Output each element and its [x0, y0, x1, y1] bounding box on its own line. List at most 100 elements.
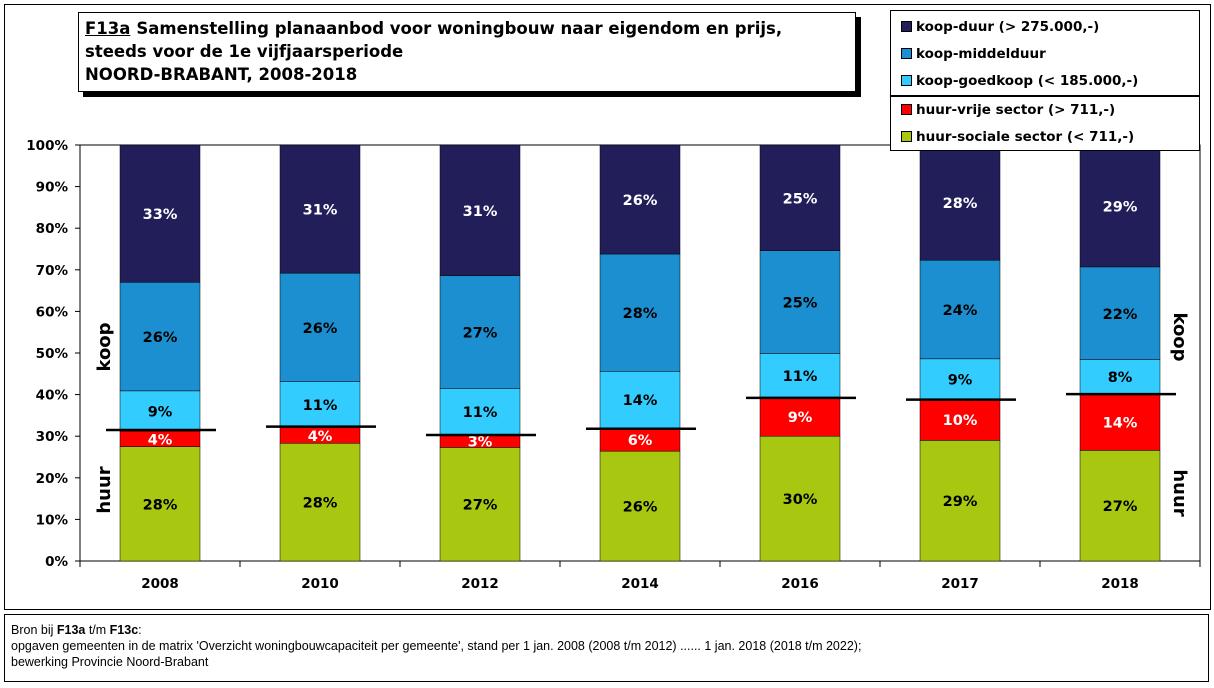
data-label: 29% [943, 494, 978, 510]
bar-segment-koop-middelduur [1079, 266, 1161, 360]
y-tick-label: 40% [36, 388, 69, 404]
y-tick-label: 30% [36, 429, 69, 445]
x-tick-label: 2012 [461, 576, 499, 592]
y-tick-label: 10% [36, 512, 69, 528]
legend-item-huur-sociale: huur-sociale sector (< 711,-) [901, 127, 1134, 147]
bar-segment-koop-goedkoop [759, 353, 841, 398]
source-code-a: F13a [56, 623, 86, 637]
data-label: 29% [1103, 199, 1138, 215]
legend-swatch-koop-duur [901, 20, 912, 32]
bar-segment-huur-vrije [1079, 393, 1161, 451]
legend-item-koop-goedkoop: koop-goedkoop (< 185.000,-) [901, 71, 1138, 91]
data-label: 9% [948, 372, 973, 388]
data-label: 25% [783, 296, 818, 312]
title-line1: Samenstelling planaanbod voor woningbouw… [136, 19, 783, 38]
data-label: 3% [468, 435, 493, 451]
data-label: 28% [143, 497, 178, 513]
data-label: 26% [623, 193, 658, 209]
bar-segment-koop-duur [599, 144, 681, 255]
chart-title-box: F13a Samenstelling planaanbod voor woning… [78, 12, 856, 92]
y-tick-label: 60% [36, 304, 69, 320]
data-label: 26% [143, 330, 178, 346]
bar-segment-huur-sociale [439, 447, 521, 562]
bar-segment-koop-goedkoop [119, 390, 201, 432]
bar-segment-koop-duur [1079, 144, 1161, 268]
data-label: 4% [148, 432, 173, 448]
legend-swatch-koop-goedkoop [901, 74, 912, 86]
data-label: 28% [623, 306, 658, 322]
y-tick-label: 0% [45, 554, 68, 570]
bar-segment-huur-sociale [119, 446, 201, 562]
title-line3: NOORD-BRABANT, 2008-2018 [85, 65, 358, 84]
bar-segment-huur-sociale [759, 435, 841, 562]
data-label: 10% [943, 413, 978, 429]
side-label-koop-right: koop [1169, 312, 1190, 361]
data-label: 26% [623, 500, 658, 516]
data-label: 14% [623, 393, 658, 409]
bar-segment-koop-duur [919, 144, 1001, 261]
y-tick-label: 70% [36, 263, 69, 279]
data-label: 30% [783, 492, 818, 508]
x-tick-label: 2017 [941, 576, 979, 592]
source-line3: bewerking Provincie Noord-Brabant [11, 655, 209, 669]
data-label: 14% [1103, 415, 1138, 431]
legend-label-koop-duur: koop-duur (> 275.000,-) [916, 19, 1100, 35]
bar-segment-huur-sociale [1079, 450, 1161, 562]
data-label: 25% [783, 191, 818, 207]
source-line2: opgaven gemeenten in de matrix 'Overzich… [11, 639, 862, 653]
legend-item-koop-middelduur: koop-middelduur [901, 44, 1046, 64]
x-tick-label: 2014 [621, 576, 659, 592]
x-tick-label: 2008 [141, 576, 179, 592]
source-note: Bron bij F13a t/m F13c: opgaven gemeente… [4, 614, 1209, 682]
data-label: 33% [143, 207, 178, 223]
legend-label-huur-vrije: huur-vrije sector (> 711,-) [916, 102, 1116, 118]
y-tick-label: 50% [36, 346, 69, 362]
source-line1: Bron bij F13a t/m F13c: [11, 622, 1202, 638]
bar-segment-koop-goedkoop [279, 381, 361, 428]
data-label: 28% [303, 496, 338, 512]
data-label: 27% [1103, 499, 1138, 515]
side-label-huur-left: huur [94, 466, 115, 513]
y-tick-label: 20% [36, 471, 69, 487]
legend-swatch-huur-vrije [901, 103, 912, 115]
bar-segment-koop-duur [439, 144, 521, 276]
data-label: 28% [943, 196, 978, 212]
legend-swatch-koop-middelduur [901, 47, 912, 59]
data-label: 8% [1108, 370, 1133, 386]
bar-segment-huur-sociale [919, 440, 1001, 562]
legend-label-huur-sociale: huur-sociale sector (< 711,-) [916, 129, 1135, 145]
data-label: 24% [943, 303, 978, 319]
bar-segment-koop-duur [759, 144, 841, 251]
source-prefix: Bron bij [11, 623, 57, 637]
data-label: 11% [463, 405, 498, 421]
data-label: 9% [148, 405, 173, 421]
x-tick-label: 2018 [1101, 576, 1139, 592]
data-label: 11% [303, 398, 338, 414]
data-label: 4% [308, 429, 333, 445]
legend-item-koop-duur: koop-duur (> 275.000,-) [901, 17, 1099, 37]
data-label: 11% [783, 369, 818, 385]
bar-segment-koop-middelduur [439, 275, 521, 389]
data-label: 9% [788, 410, 813, 426]
bar-segment-huur-sociale [279, 443, 361, 562]
bar-segment-koop-middelduur [759, 250, 841, 354]
bar-segment-koop-middelduur [279, 272, 361, 382]
data-label: 27% [463, 325, 498, 341]
data-label: 6% [628, 433, 653, 449]
bar-segment-koop-middelduur [599, 253, 681, 372]
y-tick-label: 80% [36, 221, 69, 237]
y-tick-label: 100% [26, 138, 68, 154]
data-label: 22% [1103, 307, 1138, 323]
legend-label-koop-middelduur: koop-middelduur [916, 46, 1046, 62]
legend-label-koop-goedkoop: koop-goedkoop (< 185.000,-) [916, 73, 1139, 89]
bar-segment-koop-goedkoop [439, 388, 521, 436]
chart: 0% 10% 20% 30% 40% 50% 60% 70% 80% 90% 100% 2008 201… [26, 138, 1201, 592]
bar-segment-huur-vrije [759, 396, 841, 437]
legend-swatch-huur-sociale [901, 130, 912, 142]
bar-segment-koop-duur [279, 144, 361, 274]
source-colon: : [138, 623, 142, 637]
legend: koop-duur (> 275.000,-) koop-middelduur … [890, 10, 1200, 151]
legend-divider [891, 95, 1199, 97]
data-label: 31% [303, 203, 338, 219]
data-label: 31% [463, 204, 498, 220]
